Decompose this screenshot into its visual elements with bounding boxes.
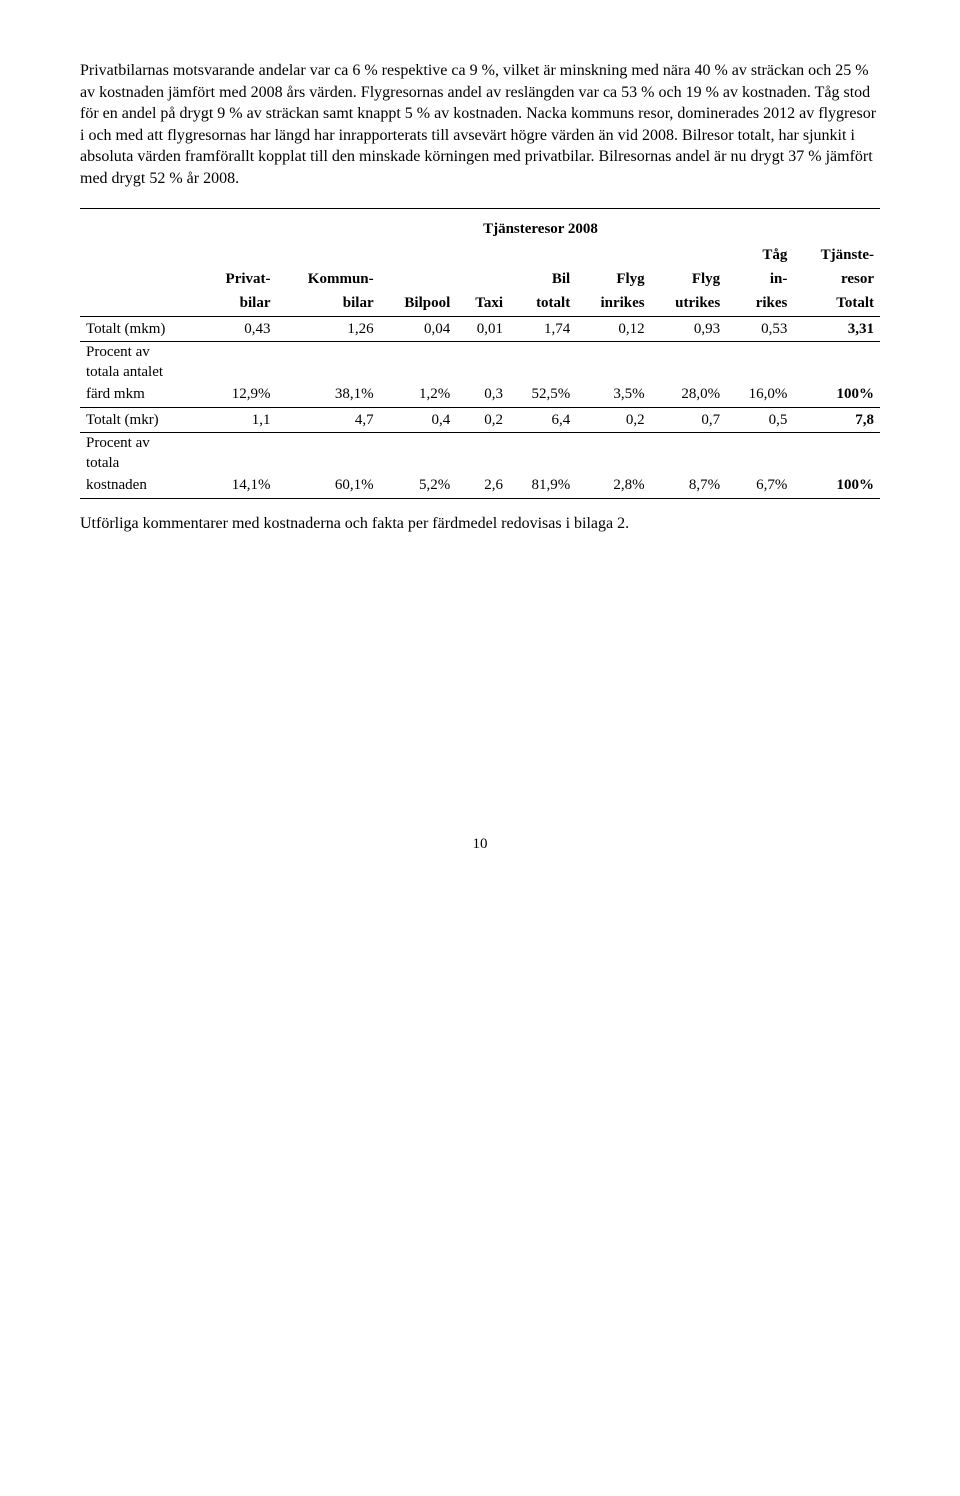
cell: 16,0% — [726, 382, 793, 407]
cell: 0,04 — [380, 316, 457, 341]
col-flygin-1: Flyg — [576, 267, 650, 291]
col-tag-3: rikes — [726, 291, 793, 316]
cell: 0,2 — [456, 407, 509, 432]
cell: 0,4 — [380, 407, 457, 432]
cell: 5,2% — [380, 473, 457, 498]
intro-paragraph: Privatbilarnas motsvarande andelar var c… — [80, 60, 880, 190]
col-tjanste-2: resor — [793, 267, 880, 291]
table-body: Totalt (mkm)0,431,260,040,011,740,120,93… — [80, 316, 880, 498]
cell: 100% — [793, 382, 880, 407]
cell: 4,7 — [277, 407, 380, 432]
cell: 28,0% — [651, 382, 727, 407]
cell: 2,8% — [576, 473, 650, 498]
cell: 0,53 — [726, 316, 793, 341]
cell: 0,12 — [576, 316, 650, 341]
row-label: totala antalet — [80, 362, 201, 382]
col-flygin-2: inrikes — [576, 291, 650, 316]
col-privat-2: bilar — [201, 291, 276, 316]
col-tag-1: Tåg — [726, 243, 793, 267]
cell: 0,5 — [726, 407, 793, 432]
col-tag-2: in- — [726, 267, 793, 291]
cell: 38,1% — [277, 382, 380, 407]
col-tjanste-1: Tjänste- — [793, 243, 880, 267]
col-kommun-1: Kommun- — [277, 267, 380, 291]
row-label: Procent av — [80, 341, 201, 362]
col-bil-1: Bil — [509, 267, 576, 291]
cell: 52,5% — [509, 382, 576, 407]
cell: 60,1% — [277, 473, 380, 498]
tjansteresor-table: Tjänsteresor 2008 Tåg Tjänste- Privat- K… — [80, 217, 880, 499]
row-label: Totalt (mkr) — [80, 407, 201, 432]
cell: 0,2 — [576, 407, 650, 432]
cell: 0,43 — [201, 316, 276, 341]
cell: 12,9% — [201, 382, 276, 407]
col-privat-1: Privat- — [201, 267, 276, 291]
footnote-paragraph: Utförliga kommentarer med kostnaderna oc… — [80, 513, 880, 535]
row-label: kostnaden — [80, 473, 201, 498]
cell: 81,9% — [509, 473, 576, 498]
col-kommun-2: bilar — [277, 291, 380, 316]
row-label: färd mkm — [80, 382, 201, 407]
cell: 8,7% — [651, 473, 727, 498]
row-label: Totalt (mkm) — [80, 316, 201, 341]
cell: 0,3 — [456, 382, 509, 407]
col-flygut-1: Flyg — [651, 267, 727, 291]
row-label: Procent av — [80, 432, 201, 453]
cell: 1,26 — [277, 316, 380, 341]
col-bil-2: totalt — [509, 291, 576, 316]
table-top-rule — [80, 208, 880, 209]
col-flygut-2: utrikes — [651, 291, 727, 316]
cell: 3,31 — [793, 316, 880, 341]
cell: 6,4 — [509, 407, 576, 432]
cell: 100% — [793, 473, 880, 498]
row-label: totala — [80, 453, 201, 473]
cell: 7,8 — [793, 407, 880, 432]
col-taxi: Taxi — [456, 291, 509, 316]
cell: 0,01 — [456, 316, 509, 341]
cell: 3,5% — [576, 382, 650, 407]
table-title: Tjänsteresor 2008 — [201, 217, 880, 243]
cell: 0,7 — [651, 407, 727, 432]
cell: 0,93 — [651, 316, 727, 341]
cell: 2,6 — [456, 473, 509, 498]
cell: 6,7% — [726, 473, 793, 498]
cell: 1,1 — [201, 407, 276, 432]
cell: 1,2% — [380, 382, 457, 407]
cell: 1,74 — [509, 316, 576, 341]
col-bilpool: Bilpool — [380, 291, 457, 316]
cell: 14,1% — [201, 473, 276, 498]
col-tjanste-3: Totalt — [793, 291, 880, 316]
page-number: 10 — [80, 834, 880, 854]
